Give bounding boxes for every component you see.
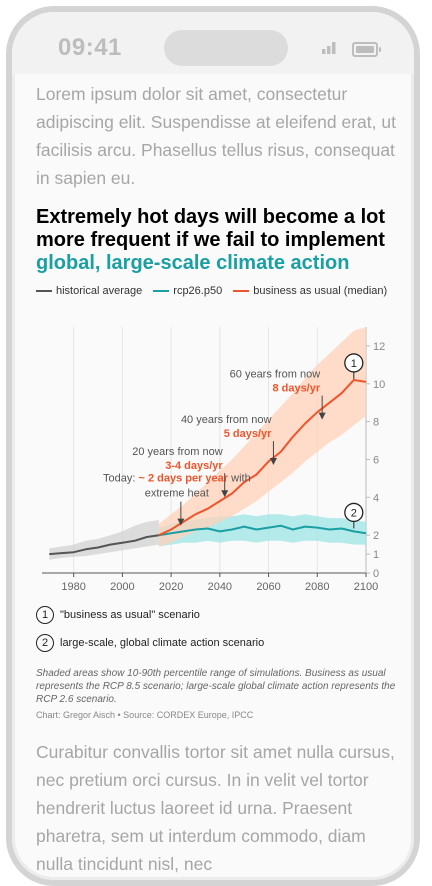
- annotation-3-highlight: 8 days/yr: [272, 383, 320, 395]
- article: Lorem ipsum dolor sit amet, consectetur …: [36, 80, 396, 878]
- annotation-2: 40 years from now 5 days/yr: [181, 414, 277, 466]
- x-tick-label-2100: 2100: [354, 581, 378, 593]
- note-number-1: 1: [36, 606, 54, 624]
- legend-label-bau: business as usual (median): [253, 285, 388, 297]
- x-tick-label-2000: 2000: [110, 581, 134, 593]
- x-tick-label-2020: 2020: [159, 581, 183, 593]
- marker-circle-1: [344, 353, 364, 373]
- y-tick-label-1: 1: [373, 549, 379, 561]
- y-tick-label-12: 12: [373, 341, 385, 353]
- annotation-1-text: 20 years from now: [132, 446, 223, 458]
- y-tick-label-4: 4: [373, 492, 379, 504]
- battery-icon: [352, 42, 381, 57]
- y-tick-label-2: 2: [373, 530, 379, 542]
- y-tick-label-6: 6: [373, 454, 379, 466]
- signal-icon: [322, 42, 336, 54]
- annotation-today-pre: Today:: [103, 473, 138, 485]
- annotation-today-arrow-head: [177, 518, 185, 526]
- status-bar: 09:41: [12, 12, 414, 74]
- annotation-today-line2: extreme heat: [145, 488, 209, 500]
- note-row-2: 2 large-scale, global climate action scen…: [36, 629, 396, 657]
- annotation-3-arrow-head: [318, 412, 326, 420]
- legend-label-rcp26: rcp26.p50: [173, 285, 223, 297]
- annotation-today-highlight: ~ 2 days per year: [138, 473, 228, 485]
- legend-item-bau: business as usual (median): [233, 285, 387, 297]
- note-text-2: large-scale, global climate action scena…: [60, 637, 265, 649]
- annotation-3: 60 years from now 8 days/yr: [230, 369, 326, 420]
- note-row-1: 1 "business as usual" scenario: [36, 601, 396, 629]
- y-tick-label-0: 0: [373, 568, 379, 580]
- status-time: 09:41: [58, 34, 122, 61]
- annotation-2-arrow-head: [269, 458, 277, 466]
- legend-swatch-bau: [233, 290, 250, 293]
- y-tick-label-8: 8: [373, 417, 379, 429]
- legend-item-historical: historical average: [36, 285, 142, 297]
- legend-swatch-rcp26: [153, 290, 170, 293]
- headline-line2: global, large-scale climate action: [36, 252, 350, 274]
- scenario-notes: 1 "business as usual" scenario 2 large-sca…: [36, 601, 396, 657]
- annotation-1-arrow-head: [221, 490, 229, 498]
- legend-label-historical: historical average: [56, 285, 143, 297]
- annotation-today: Today: ~ 2 days per year with extreme hea…: [103, 473, 251, 526]
- chart-legend: historical average rcp26.p50 business as…: [36, 285, 396, 301]
- line-series-2: [158, 379, 367, 537]
- note-number-2: 2: [36, 634, 54, 652]
- x-tick-label-1980: 1980: [61, 581, 85, 593]
- legend-swatch-historical: [36, 290, 52, 293]
- line-series-0: [49, 534, 160, 556]
- annotation-1: 20 years from now 3-4 days/yr: [132, 446, 229, 498]
- y-tick-label-10: 10: [373, 379, 385, 391]
- annotation-today-line1: Today: ~ 2 days per year with: [103, 473, 251, 485]
- annotation-2-text: 40 years from now: [181, 414, 272, 426]
- legend-item-rcp26: rcp26.p50: [153, 285, 222, 297]
- headline-line1: Extremely hot days will become a lot mor…: [36, 206, 386, 251]
- note-text-1: "business as usual" scenario: [60, 609, 200, 621]
- intro-paragraph: Lorem ipsum dolor sit amet, consectetur …: [36, 84, 396, 188]
- annotation-1-highlight: 3-4 days/yr: [165, 460, 223, 472]
- dynamic-island: [164, 30, 288, 66]
- chart-headline: Extremely hot days will become a lot mor…: [36, 206, 396, 275]
- chart-credit: Chart: Gregor Aisch • Source: CORDEX Eur…: [36, 710, 254, 720]
- annotation-2-highlight: 5 days/yr: [224, 428, 272, 440]
- chart-caption: Shaded areas show 10-90th percentile ran…: [36, 668, 396, 705]
- band-series-2: [158, 327, 366, 547]
- outro-paragraph: Curabitur convallis tortor sit amet null…: [36, 742, 395, 874]
- line-series-1: [158, 524, 367, 537]
- x-tick-label-2040: 2040: [208, 581, 232, 593]
- band-series-0: [49, 520, 159, 560]
- annotation-today-post: with: [228, 473, 251, 485]
- marker-label-1: 1: [351, 358, 357, 370]
- annotation-3-text: 60 years from now: [230, 369, 321, 381]
- marker-label-2: 2: [351, 507, 357, 519]
- x-tick-label-2080: 2080: [305, 581, 329, 593]
- x-tick-label-2060: 2060: [256, 581, 280, 593]
